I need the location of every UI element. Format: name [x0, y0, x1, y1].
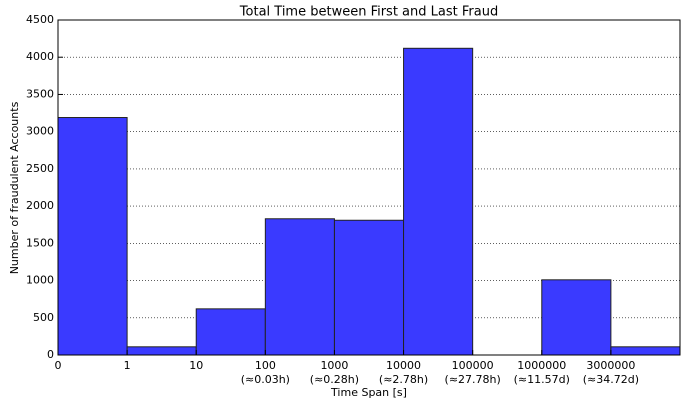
bar — [195, 308, 266, 356]
y-tick-label: 3500 — [26, 87, 54, 100]
bar — [403, 47, 474, 356]
y-tick-label: 0 — [47, 348, 54, 361]
x-tick-label: 3000000 — [586, 359, 635, 372]
bar — [333, 219, 405, 356]
x-tick-label: 1000000 — [517, 359, 566, 372]
x-tick-label: 0 — [55, 359, 62, 372]
x-tick-note: (≈0.28h) — [310, 373, 359, 386]
y-axis-label: Number of fraudulent Accounts — [8, 101, 21, 274]
x-tick-label: 1 — [124, 359, 131, 372]
y-tick-label: 4500 — [26, 13, 54, 26]
x-tick-note: (≈11.57d) — [514, 373, 570, 386]
x-axis-label: Time Span [s] — [330, 386, 407, 399]
y-tick-label: 1000 — [26, 274, 54, 287]
y-tick-label: 4000 — [26, 50, 54, 63]
bar — [126, 346, 197, 356]
y-tick-label: 1500 — [26, 236, 54, 249]
x-tick-label: 100 — [255, 359, 276, 372]
y-tick-label: 2000 — [26, 199, 54, 212]
bar — [541, 279, 612, 356]
y-tick-label: 2500 — [26, 162, 54, 175]
x-tick-note: (≈34.72d) — [583, 373, 639, 386]
y-tick-label: 3000 — [26, 125, 54, 138]
bar — [610, 346, 681, 356]
plot-frame — [57, 19, 681, 356]
x-tick-note: (≈27.78h) — [445, 373, 501, 386]
bar — [264, 218, 335, 356]
x-tick-note: (≈0.03h) — [241, 373, 290, 386]
y-tick-label: 500 — [33, 311, 54, 324]
x-tick-label: 100000 — [452, 359, 494, 372]
x-tick-label: 1000 — [320, 359, 348, 372]
x-tick-label: 10 — [189, 359, 203, 372]
x-tick-note: (≈2.78h) — [379, 373, 428, 386]
x-tick-label: 10000 — [386, 359, 421, 372]
chart-title: Total Time between First and Last Fraud — [239, 5, 498, 20]
bar — [57, 117, 128, 356]
